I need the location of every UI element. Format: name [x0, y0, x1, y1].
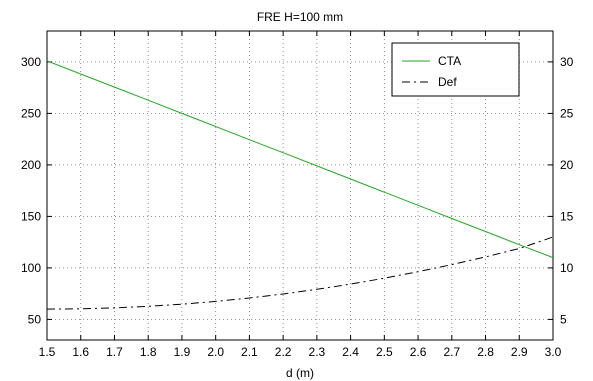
- y-tick-label-right: 30: [560, 55, 574, 69]
- grid: [47, 31, 553, 340]
- y-tick-label-right: 20: [560, 158, 574, 172]
- x-tick-label: 2.5: [376, 345, 393, 359]
- x-tick-label: 1.6: [72, 345, 89, 359]
- x-tick-label: 2.0: [207, 345, 224, 359]
- x-tick-label: 2.4: [342, 345, 359, 359]
- legend-label-cta: CTA: [438, 54, 461, 68]
- x-tick-label: 2.6: [410, 345, 427, 359]
- x-tick-label: 1.9: [174, 345, 191, 359]
- x-tick-label: 3.0: [545, 345, 562, 359]
- x-tick-label: 1.8: [140, 345, 157, 359]
- x-tick-label: 2.2: [275, 345, 292, 359]
- y-tick-label-right: 15: [560, 209, 574, 223]
- y-tick-label-left: 200: [21, 158, 41, 172]
- y-tick-label-right: 10: [560, 261, 574, 275]
- x-tick-label: 2.1: [241, 345, 258, 359]
- legend: CTA Def: [391, 42, 520, 97]
- legend-label-def: Def: [438, 75, 457, 89]
- x-tick-label: 2.3: [309, 345, 326, 359]
- legend-box: [391, 42, 520, 97]
- y-tick-label-left: 50: [28, 312, 42, 326]
- tick-labels: 1.5 1.6 1.7 1.8 1.9 2.0 2.1 2.2 2.3 2.4 2.5 2.6 2.7 2…: [21, 55, 574, 359]
- x-tick-label: 1.7: [106, 345, 123, 359]
- x-tick-label: 2.8: [477, 345, 494, 359]
- y-tick-label-left: 250: [21, 106, 41, 120]
- x-axis-label: d (m): [286, 366, 314, 380]
- y-tick-label-left: 300: [21, 55, 41, 69]
- series-line-def: [46, 236, 554, 310]
- x-tick-label: 1.5: [39, 345, 56, 359]
- chart-title: FRE H=100 mm: [257, 10, 343, 24]
- x-tick-label: 2.9: [511, 345, 528, 359]
- y-tick-label-right: 25: [560, 106, 574, 120]
- x-tick-label: 2.7: [443, 345, 460, 359]
- series-group: [46, 60, 554, 310]
- series-line-cta: [46, 60, 554, 259]
- y-tick-label-left: 100: [21, 261, 41, 275]
- y-tick-label-left: 150: [21, 209, 41, 223]
- plot-frame: [46, 30, 554, 341]
- y-tick-label-right: 5: [560, 312, 567, 326]
